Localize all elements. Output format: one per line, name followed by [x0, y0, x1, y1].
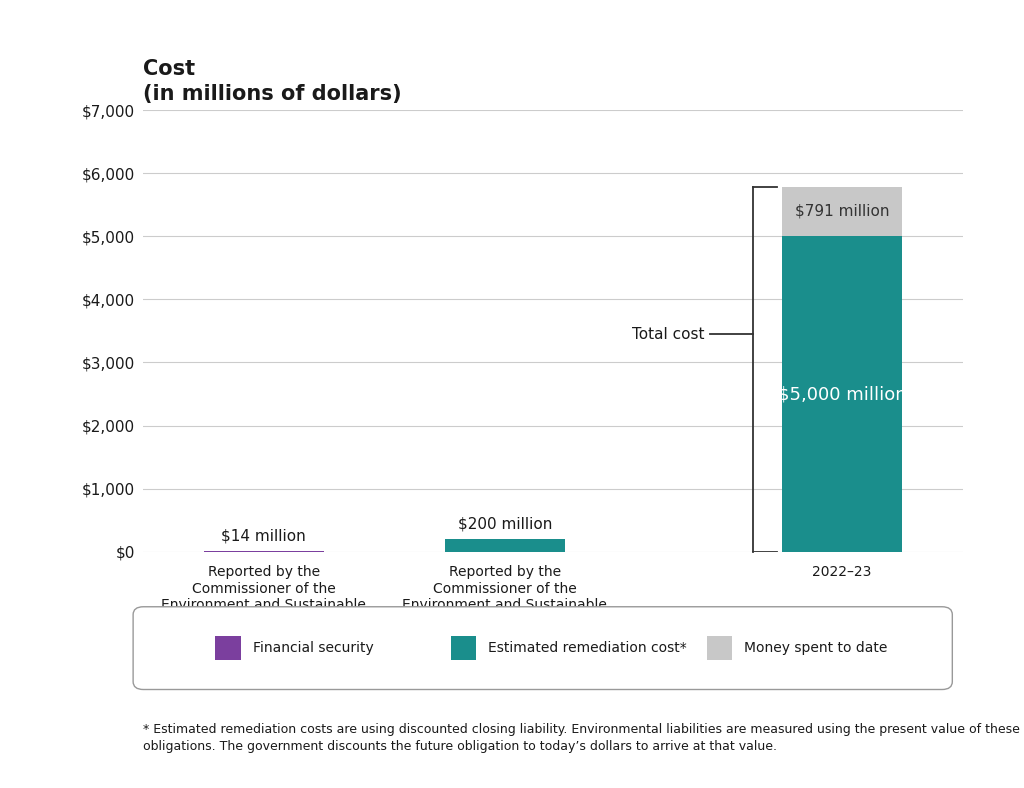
Bar — [204, 551, 324, 552]
Text: Cost: Cost — [143, 59, 196, 79]
Text: $791 million: $791 million — [795, 204, 889, 219]
Text: * Estimated remediation costs are using discounted closing liability. Environmen: * Estimated remediation costs are using … — [143, 723, 1020, 753]
Text: Total cost: Total cost — [632, 326, 705, 342]
Bar — [782, 187, 902, 236]
Text: $200 million: $200 million — [458, 516, 552, 531]
Text: $14 million: $14 million — [221, 528, 306, 543]
Bar — [782, 236, 902, 552]
Text: (in millions of dollars): (in millions of dollars) — [143, 84, 402, 104]
Text: $5,000 million: $5,000 million — [778, 385, 906, 403]
Text: Money spent to date: Money spent to date — [744, 641, 888, 655]
Bar — [444, 539, 565, 552]
Text: Estimated remediation cost*: Estimated remediation cost* — [488, 641, 687, 655]
Text: Financial security: Financial security — [253, 641, 374, 655]
